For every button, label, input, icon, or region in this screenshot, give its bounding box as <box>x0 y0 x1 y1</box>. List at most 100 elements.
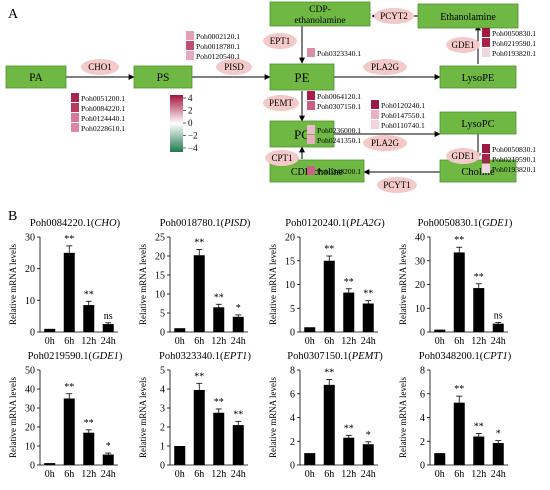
heatmap-cell <box>307 166 315 175</box>
heatmap-cell <box>71 113 79 122</box>
gene-group-cho1: Poh0051200.1Poh0084220.1Poh0124440.1Poh0… <box>71 93 125 133</box>
bar <box>232 316 244 332</box>
bar <box>473 436 485 465</box>
svg-text:PE: PE <box>294 70 309 85</box>
gene-id-label: Poh0219590.1 <box>492 39 536 48</box>
x-tick-label: 24h <box>231 336 246 347</box>
heatmap-cell <box>307 101 315 110</box>
significance-label: ** <box>84 418 94 429</box>
chart-title-id: Poh0219590.1( <box>28 351 93 362</box>
y-axis-label: Relative mRNA levels <box>8 377 18 458</box>
y-tick-label: 2 <box>160 423 165 434</box>
y-tick-label: 8 <box>420 366 425 377</box>
heatmap-colorbar: 4 2 0 −2 −4 <box>170 93 198 153</box>
y-tick-label: 50 <box>25 366 35 377</box>
y-axis-label: Relative mRNA levels <box>8 244 18 325</box>
y-tick-label: 0 <box>30 461 35 472</box>
heatmap-cell <box>71 93 79 102</box>
colorbar-tick-label: 0 <box>188 118 193 128</box>
chart-title: Poh0323340.1(EPT1) <box>159 351 251 362</box>
bar <box>44 328 56 332</box>
gene-group-ept1: Poh0323340.1 <box>307 48 361 58</box>
heatmap-gene-groups: Poh0051200.1Poh0084220.1Poh0124440.1Poh0… <box>71 28 536 176</box>
bar <box>83 432 95 465</box>
chart-title-gene: GDE1 <box>92 351 119 362</box>
y-axis-label: Relative mRNA levels <box>138 244 148 325</box>
y-tick-label: 10 <box>285 280 295 291</box>
significance-label: ** <box>84 289 94 300</box>
x-tick-label: 24h <box>361 336 376 347</box>
significance-label: * <box>366 430 371 441</box>
svg-text:LysoPE: LysoPE <box>462 73 495 84</box>
bar-chart-2: Poh0018780.1(PISD) 0 5 10 15 20 25 Relative mRN… <box>138 218 251 347</box>
gene-id-label: Poh0193820.1 <box>492 49 536 58</box>
chart-title-close: ) <box>381 218 385 229</box>
heatmap-cell <box>482 164 490 173</box>
chart-title-id: Poh0348200.1( <box>419 351 484 362</box>
chart-title: Poh0307150.1(PEMT) <box>287 351 383 362</box>
gene-id-label: Poh0051200.1 <box>81 94 125 103</box>
x-tick-label: 24h <box>101 469 116 480</box>
heatmap-cell <box>482 48 490 57</box>
chart-title-id: Poh0018780.1( <box>160 218 225 229</box>
heatmap-cell <box>482 154 490 163</box>
bar <box>492 323 504 332</box>
y-tick-label: 10 <box>25 442 35 453</box>
heatmap-cell <box>482 144 490 153</box>
metabolite-pa: PA <box>5 65 67 89</box>
chart-title-gene: PEMT <box>351 351 381 362</box>
metabolites: PA PS PE CDP- ethanolamine Ethanolamine <box>5 1 519 183</box>
significance-label: * <box>106 441 111 452</box>
significance-label: ** <box>474 272 484 283</box>
chart-title-close: ) <box>509 218 513 229</box>
svg-text:EPT1: EPT1 <box>270 36 291 46</box>
svg-text:PLA2G: PLA2G <box>371 62 400 72</box>
bar <box>174 446 186 465</box>
panel-a-label: A <box>8 7 19 22</box>
enzyme-pcyt2: PCYT2 <box>374 8 414 24</box>
y-tick-label: 20 <box>285 233 295 244</box>
bar <box>304 453 316 465</box>
significance-label: ** <box>474 422 484 433</box>
y-tick-label: 6 <box>420 389 425 400</box>
x-tick-label: 12h <box>471 469 486 480</box>
y-tick-label: 20 <box>25 423 35 434</box>
x-tick-label: 24h <box>491 469 506 480</box>
chart-title-id: Poh0120240.1( <box>285 218 350 229</box>
svg-text:Ethanolamine: Ethanolamine <box>440 12 496 23</box>
y-tick-label: 10 <box>155 290 165 301</box>
panel-b-label: B <box>8 209 17 224</box>
chart-title-close: ) <box>247 218 251 229</box>
x-tick-label: 12h <box>81 336 96 347</box>
bar <box>213 307 225 332</box>
significance-label: ** <box>64 382 74 393</box>
y-tick-label: 4 <box>160 385 165 396</box>
heatmap-cell <box>186 51 194 60</box>
svg-text:LysoPC: LysoPC <box>461 119 494 130</box>
enzyme-pla2g-bottom: PLA2G <box>363 135 407 151</box>
enzyme-pcyt1: PCYT1 <box>377 177 417 193</box>
svg-text:CPT1: CPT1 <box>271 153 292 163</box>
metabolite-lysope: LysoPE <box>439 65 517 89</box>
chart-title-close: ) <box>119 351 123 362</box>
x-tick-label: 6h <box>64 336 74 347</box>
svg-text:PLA2G: PLA2G <box>371 138 400 148</box>
x-tick-label: 12h <box>81 469 96 480</box>
y-tick-label: 6 <box>290 389 295 400</box>
metabolite-pc: PC <box>269 120 335 148</box>
chart-title-id: Poh0084220.1( <box>30 218 95 229</box>
gene-id-label: Poh0050830.1 <box>492 145 536 154</box>
gene-id-label: Poh0050830.1 <box>492 29 536 38</box>
heatmap-cell <box>186 31 194 40</box>
bar <box>232 425 244 465</box>
bar <box>323 384 335 465</box>
gene-id-label: Poh0018780.1 <box>196 42 240 51</box>
svg-text:ethanolamine: ethanolamine <box>294 16 345 26</box>
bar <box>492 443 504 465</box>
x-tick-label: 24h <box>231 469 246 480</box>
heatmap-cell <box>71 123 79 132</box>
